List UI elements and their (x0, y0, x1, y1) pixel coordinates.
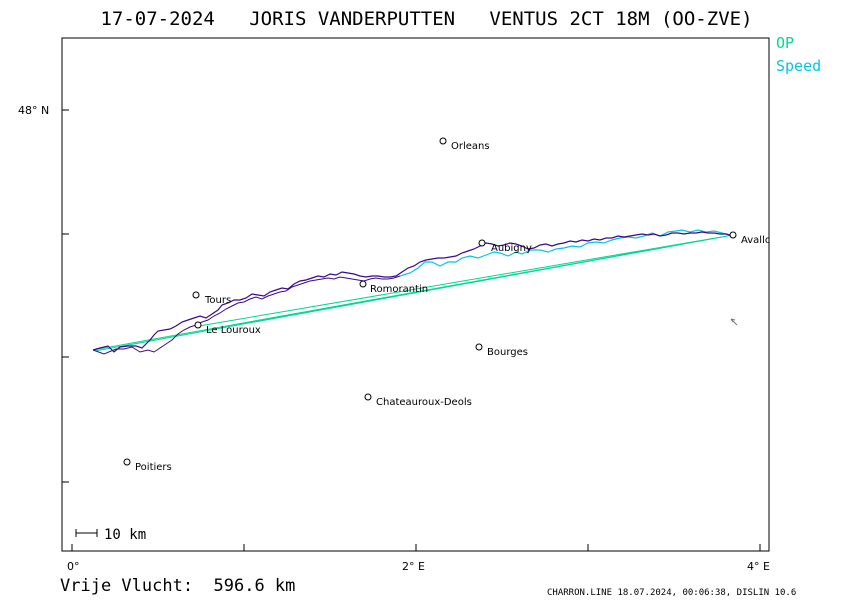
flight-title: 17-07-2024 JORIS VANDERPUTTEN VENTUS 2CT… (100, 8, 753, 30)
city-bourges: Bourges (475, 343, 528, 358)
lon-ticks (71, 544, 761, 551)
speed-track (399, 229, 734, 277)
svg-text:Romorantin: Romorantin (370, 284, 428, 295)
city-chateauroux-deols: Chateauroux-Deols (364, 393, 472, 408)
flight-track (92, 231, 734, 353)
svg-text:Orleans: Orleans (451, 141, 490, 152)
distance-summary: Vrije Vlucht: 596.6 km (60, 576, 296, 596)
wind-arrow-icon (730, 318, 738, 326)
credits-line: CHARRON.LINE 18.07.2024, 00:06:38, DISLI… (547, 588, 797, 598)
lat-ticks (62, 109, 69, 483)
svg-text:Poitiers: Poitiers (135, 462, 172, 473)
city-aubigny: Aubigny (478, 239, 532, 254)
scale-bar (75, 529, 98, 537)
scale-bar-label: 10 km (104, 527, 146, 543)
city-poitiers: Poitiers (123, 458, 172, 473)
svg-text:Tours: Tours (204, 295, 231, 306)
flight-track-outbound (92, 275, 401, 355)
svg-text:Chateauroux-Deols: Chateauroux-Deols (376, 397, 472, 408)
lon-label-2e: 2° E (402, 560, 425, 573)
svg-text:Avallon: Avallon (741, 235, 777, 246)
city-avallon: Avallon (729, 231, 777, 246)
city-orleans: Orleans (439, 137, 490, 152)
svg-text:Bourges: Bourges (487, 347, 528, 358)
svg-text:Aubigny: Aubigny (491, 243, 532, 254)
lon-label-0: 0° (67, 560, 80, 573)
svg-text:Le Louroux: Le Louroux (206, 325, 261, 336)
legend-op: OP (776, 34, 795, 52)
lat-label-48n: 48° N (18, 104, 49, 117)
legend-speed: Speed (776, 57, 822, 75)
city-romorantin: Romorantin (359, 280, 428, 295)
city-tours: Tours (192, 291, 231, 306)
lon-label-4e: 4° E (747, 560, 770, 573)
city-le-louroux: Le Louroux (194, 321, 261, 336)
